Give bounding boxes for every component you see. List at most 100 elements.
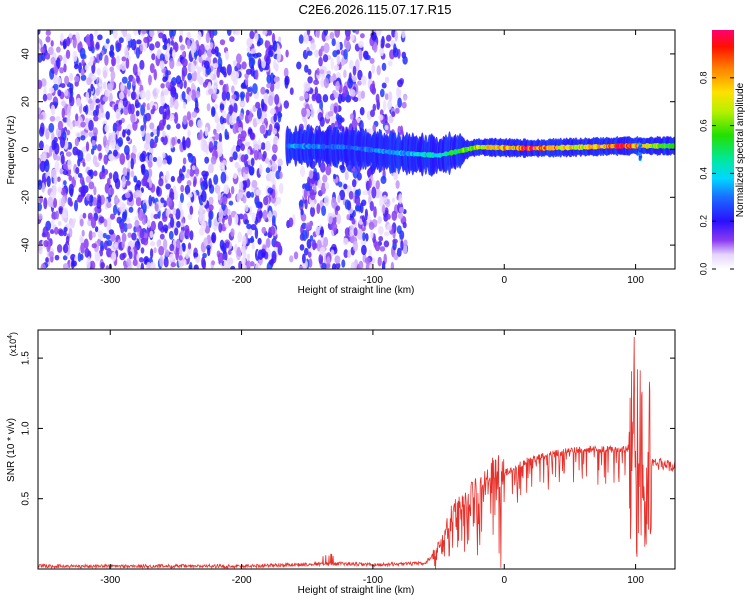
heatmap-cell bbox=[322, 94, 329, 103]
heatmap-cell bbox=[105, 234, 111, 240]
heatmap-cell bbox=[353, 227, 358, 237]
heatmap-cell bbox=[182, 117, 188, 125]
heatmap-cell bbox=[269, 81, 275, 93]
heatmap-cell bbox=[150, 220, 156, 232]
heatmap-cell bbox=[181, 65, 188, 77]
heatmap-cell bbox=[347, 250, 352, 259]
heatmap-cell bbox=[354, 195, 361, 206]
heatmap-cell bbox=[140, 247, 145, 254]
heatmap-cell bbox=[220, 171, 227, 184]
heatmap-cell bbox=[62, 170, 69, 176]
heatmap-cell bbox=[46, 175, 51, 188]
heatmap-cell bbox=[45, 30, 51, 36]
heatmap-cell bbox=[191, 165, 196, 171]
heatmap-cell bbox=[69, 72, 74, 82]
heatmap-cell bbox=[121, 175, 126, 188]
heatmap-cell bbox=[303, 92, 309, 100]
heatmap-cell bbox=[102, 120, 108, 126]
heatmap-cell bbox=[240, 100, 245, 107]
heatmap-cell bbox=[90, 83, 94, 92]
heatmap-cell bbox=[185, 172, 190, 179]
heatmap-cell bbox=[164, 49, 170, 62]
heatmap-cell bbox=[140, 125, 145, 132]
heatmap-cell bbox=[250, 223, 257, 231]
heatmap-cell bbox=[100, 261, 106, 269]
heatmap-cell bbox=[378, 114, 384, 121]
heatmap-cell bbox=[85, 91, 90, 102]
heatmap-cell bbox=[249, 30, 255, 40]
heatmap-cell bbox=[39, 122, 45, 135]
colorbar-tick-label: 0.8 bbox=[698, 72, 708, 85]
heatmap-cell bbox=[186, 179, 192, 187]
heatmap-cell bbox=[334, 255, 341, 264]
heatmap-cell bbox=[334, 30, 341, 38]
heatmap-cell bbox=[169, 80, 175, 88]
heatmap-cell bbox=[95, 104, 99, 117]
heatmap-cell bbox=[89, 194, 94, 204]
heatmap-cell bbox=[196, 70, 201, 83]
heatmap-cell bbox=[43, 240, 49, 248]
heatmap-cell bbox=[156, 185, 160, 196]
heatmap-y-tick-label: 0 bbox=[21, 146, 32, 152]
heatmap-cell bbox=[161, 214, 168, 223]
heatmap-cell bbox=[255, 262, 261, 269]
heatmap-cell bbox=[224, 128, 228, 140]
heatmap-cell bbox=[397, 79, 403, 88]
heatmap-cell bbox=[50, 218, 55, 227]
heatmap-cell bbox=[187, 192, 193, 198]
heatmap-cell bbox=[103, 154, 109, 165]
heatmap-cell bbox=[40, 46, 46, 54]
heatmap-cell bbox=[279, 171, 283, 180]
heatmap-cell bbox=[118, 101, 122, 111]
heatmap-cell bbox=[394, 107, 400, 114]
heatmap-cell bbox=[336, 55, 341, 65]
heatmap-cell bbox=[338, 181, 343, 188]
heatmap-cell bbox=[200, 190, 207, 203]
heatmap-cell bbox=[158, 178, 164, 187]
heatmap-cell bbox=[149, 30, 155, 38]
heatmap-cell bbox=[56, 76, 62, 86]
heatmap-cell bbox=[68, 197, 73, 207]
heatmap-cell bbox=[190, 62, 196, 74]
heatmap-cell bbox=[345, 40, 351, 51]
heatmap-cell bbox=[106, 201, 112, 209]
heatmap-cell bbox=[181, 218, 185, 224]
heatmap-cell bbox=[344, 199, 350, 210]
heatmap-cell bbox=[336, 114, 343, 125]
heatmap-cell bbox=[390, 261, 395, 269]
heatmap-cell bbox=[41, 232, 46, 238]
heatmap-cell bbox=[266, 74, 272, 84]
heatmap-cell bbox=[332, 50, 338, 58]
heatmap-cell bbox=[139, 59, 145, 70]
heatmap-cell bbox=[374, 241, 381, 252]
heatmap-cell bbox=[255, 101, 261, 109]
heatmap-cell bbox=[299, 95, 305, 102]
heatmap-cell bbox=[135, 189, 141, 198]
heatmap-cell bbox=[365, 54, 371, 61]
heatmap-cell bbox=[202, 81, 208, 88]
heatmap-cell bbox=[346, 214, 350, 221]
heatmap-cell bbox=[122, 129, 126, 138]
heatmap-cell bbox=[90, 58, 94, 66]
heatmap-cell bbox=[246, 149, 251, 155]
heatmap-cell bbox=[213, 78, 219, 89]
heatmap-cell bbox=[92, 127, 98, 137]
heatmap-cell bbox=[52, 184, 57, 196]
heatmap-cell bbox=[241, 61, 247, 70]
heatmap-cell bbox=[194, 168, 200, 175]
heatmap-cell bbox=[304, 199, 308, 210]
heatmap-cell bbox=[261, 251, 266, 258]
heatmap-cell bbox=[92, 94, 97, 106]
heatmap-y-tick-label: -20 bbox=[21, 190, 32, 205]
heatmap-cell bbox=[333, 64, 340, 72]
heatmap-x-tick-label: -100 bbox=[363, 275, 383, 286]
heatmap-cell bbox=[368, 70, 372, 81]
heatmap-cell bbox=[341, 259, 346, 268]
heatmap-cell bbox=[122, 167, 128, 177]
heatmap-y-tick-label: 40 bbox=[21, 48, 32, 60]
heatmap-cell bbox=[319, 69, 325, 75]
colorbar-tick-label: 0.2 bbox=[698, 215, 708, 228]
heatmap-cell bbox=[84, 64, 89, 71]
heatmap-cell bbox=[259, 124, 266, 134]
heatmap-cell bbox=[209, 72, 214, 79]
